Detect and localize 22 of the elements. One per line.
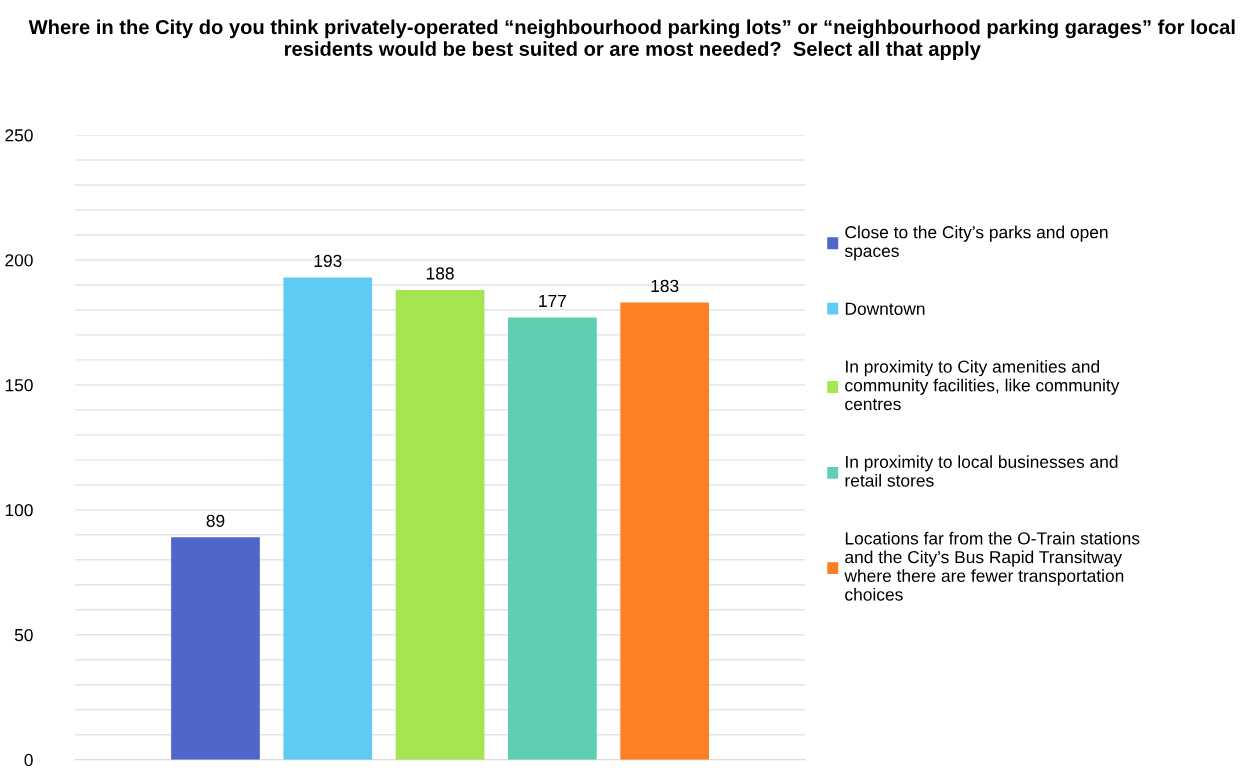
y-tick-label: 100 [5,504,33,517]
data-label: 193 [314,254,342,268]
y-tick-label: 150 [5,379,33,392]
bar [620,302,710,760]
legend-label: Close to the City’s parks and open spaces [844,225,1108,261]
legend-label: Locations far from the O-Train stations and the City’s Bus Rapid Transitway where there are fewer transportation choices [844,531,1140,601]
data-label: 188 [426,267,454,280]
legend-label: In proximity to local businesses and retail stores [845,455,1118,487]
data-label: 89 [206,514,225,527]
bar [283,277,373,760]
legend-label: In proximity to City amenities and community facilities, like community centres [845,360,1120,411]
bar [171,537,260,760]
data-label: 177 [539,294,566,307]
bar [508,317,597,760]
y-tick-label: 200 [5,254,33,267]
y-tick-label: 0 [24,753,33,767]
data-label: 183 [651,279,679,293]
legend-label: Downtown [845,302,925,315]
y-tick-label: 50 [14,628,33,642]
chart-title: Where in the City do you think privately-operated “neighbourhood parking lots” or “neighbourhood parking garages” for local residents would be best suited or are most needed? Select all that apply [28,19,1235,60]
y-tick-label: 250 [5,129,33,142]
bar [395,289,485,760]
